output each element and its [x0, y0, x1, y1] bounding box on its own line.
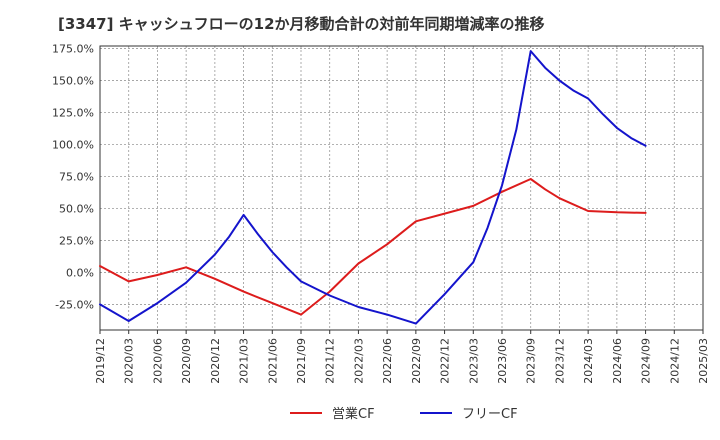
y-tick-label: 0.0%: [66, 266, 94, 279]
series-line-2: [99, 50, 647, 325]
legend-label-1: 営業CF: [332, 406, 375, 422]
y-tick-label: 50.0%: [59, 202, 94, 215]
x-tick-label: 2024/12: [668, 338, 681, 384]
x-tick-label: 2023/09: [525, 338, 538, 384]
x-tick-label: 2022/09: [410, 338, 423, 384]
x-tick-label: 2021/06: [266, 338, 279, 384]
x-tick-label: 2023/06: [496, 338, 509, 384]
legend-label-2: フリーCF: [462, 407, 518, 422]
x-tick-label: 2022/12: [439, 338, 452, 384]
x-tick-label: 2025/03: [697, 338, 710, 384]
plot-frame: [99, 45, 704, 331]
axes: [99, 45, 704, 331]
x-tick-label: 2022/06: [381, 338, 394, 384]
x-tick-label: 2021/12: [324, 338, 337, 384]
y-tick-label: 25.0%: [59, 234, 94, 247]
chart-title: [3347] キャッシュフローの12か月移動合計の対前年同期増減率の推移: [58, 15, 545, 33]
y-tick-label: 100.0%: [52, 139, 94, 152]
x-axis-ticks: 2019/12 2020/03 2020/06 2020/09 2020/12 2021/…: [94, 330, 710, 384]
legend: 営業CF フリーCF: [290, 406, 518, 422]
x-tick-label: 2024/03: [582, 338, 595, 384]
y-tick-label: -25.0%: [55, 298, 94, 311]
series: [99, 50, 647, 325]
series-line-1: [99, 178, 647, 316]
x-tick-label: 2022/03: [352, 338, 365, 384]
x-tick-label: 2024/06: [611, 338, 624, 384]
x-tick-label: 2020/12: [209, 338, 222, 384]
y-tick-label: 150.0%: [52, 75, 94, 88]
x-tick-label: 2019/12: [94, 338, 107, 384]
x-tick-label: 2021/09: [295, 338, 308, 384]
x-tick-label: 2023/03: [467, 338, 480, 384]
x-tick-label: 2021/03: [238, 338, 251, 384]
x-tick-label: 2020/09: [180, 338, 193, 384]
x-tick-label: 2020/06: [151, 338, 164, 384]
y-tick-label: 75.0%: [59, 170, 94, 183]
grid: [100, 46, 703, 330]
y-tick-label: 125.0%: [52, 107, 94, 120]
y-axis-ticks: -25.0% 0.0% 25.0% 50.0% 75.0% 100.0% 125.0% 150…: [52, 43, 94, 312]
x-tick-label: 2024/09: [640, 338, 653, 384]
x-tick-label: 2023/12: [553, 338, 566, 384]
x-tick-label: 2020/03: [123, 338, 136, 384]
y-tick-label: 175.0%: [52, 43, 94, 56]
